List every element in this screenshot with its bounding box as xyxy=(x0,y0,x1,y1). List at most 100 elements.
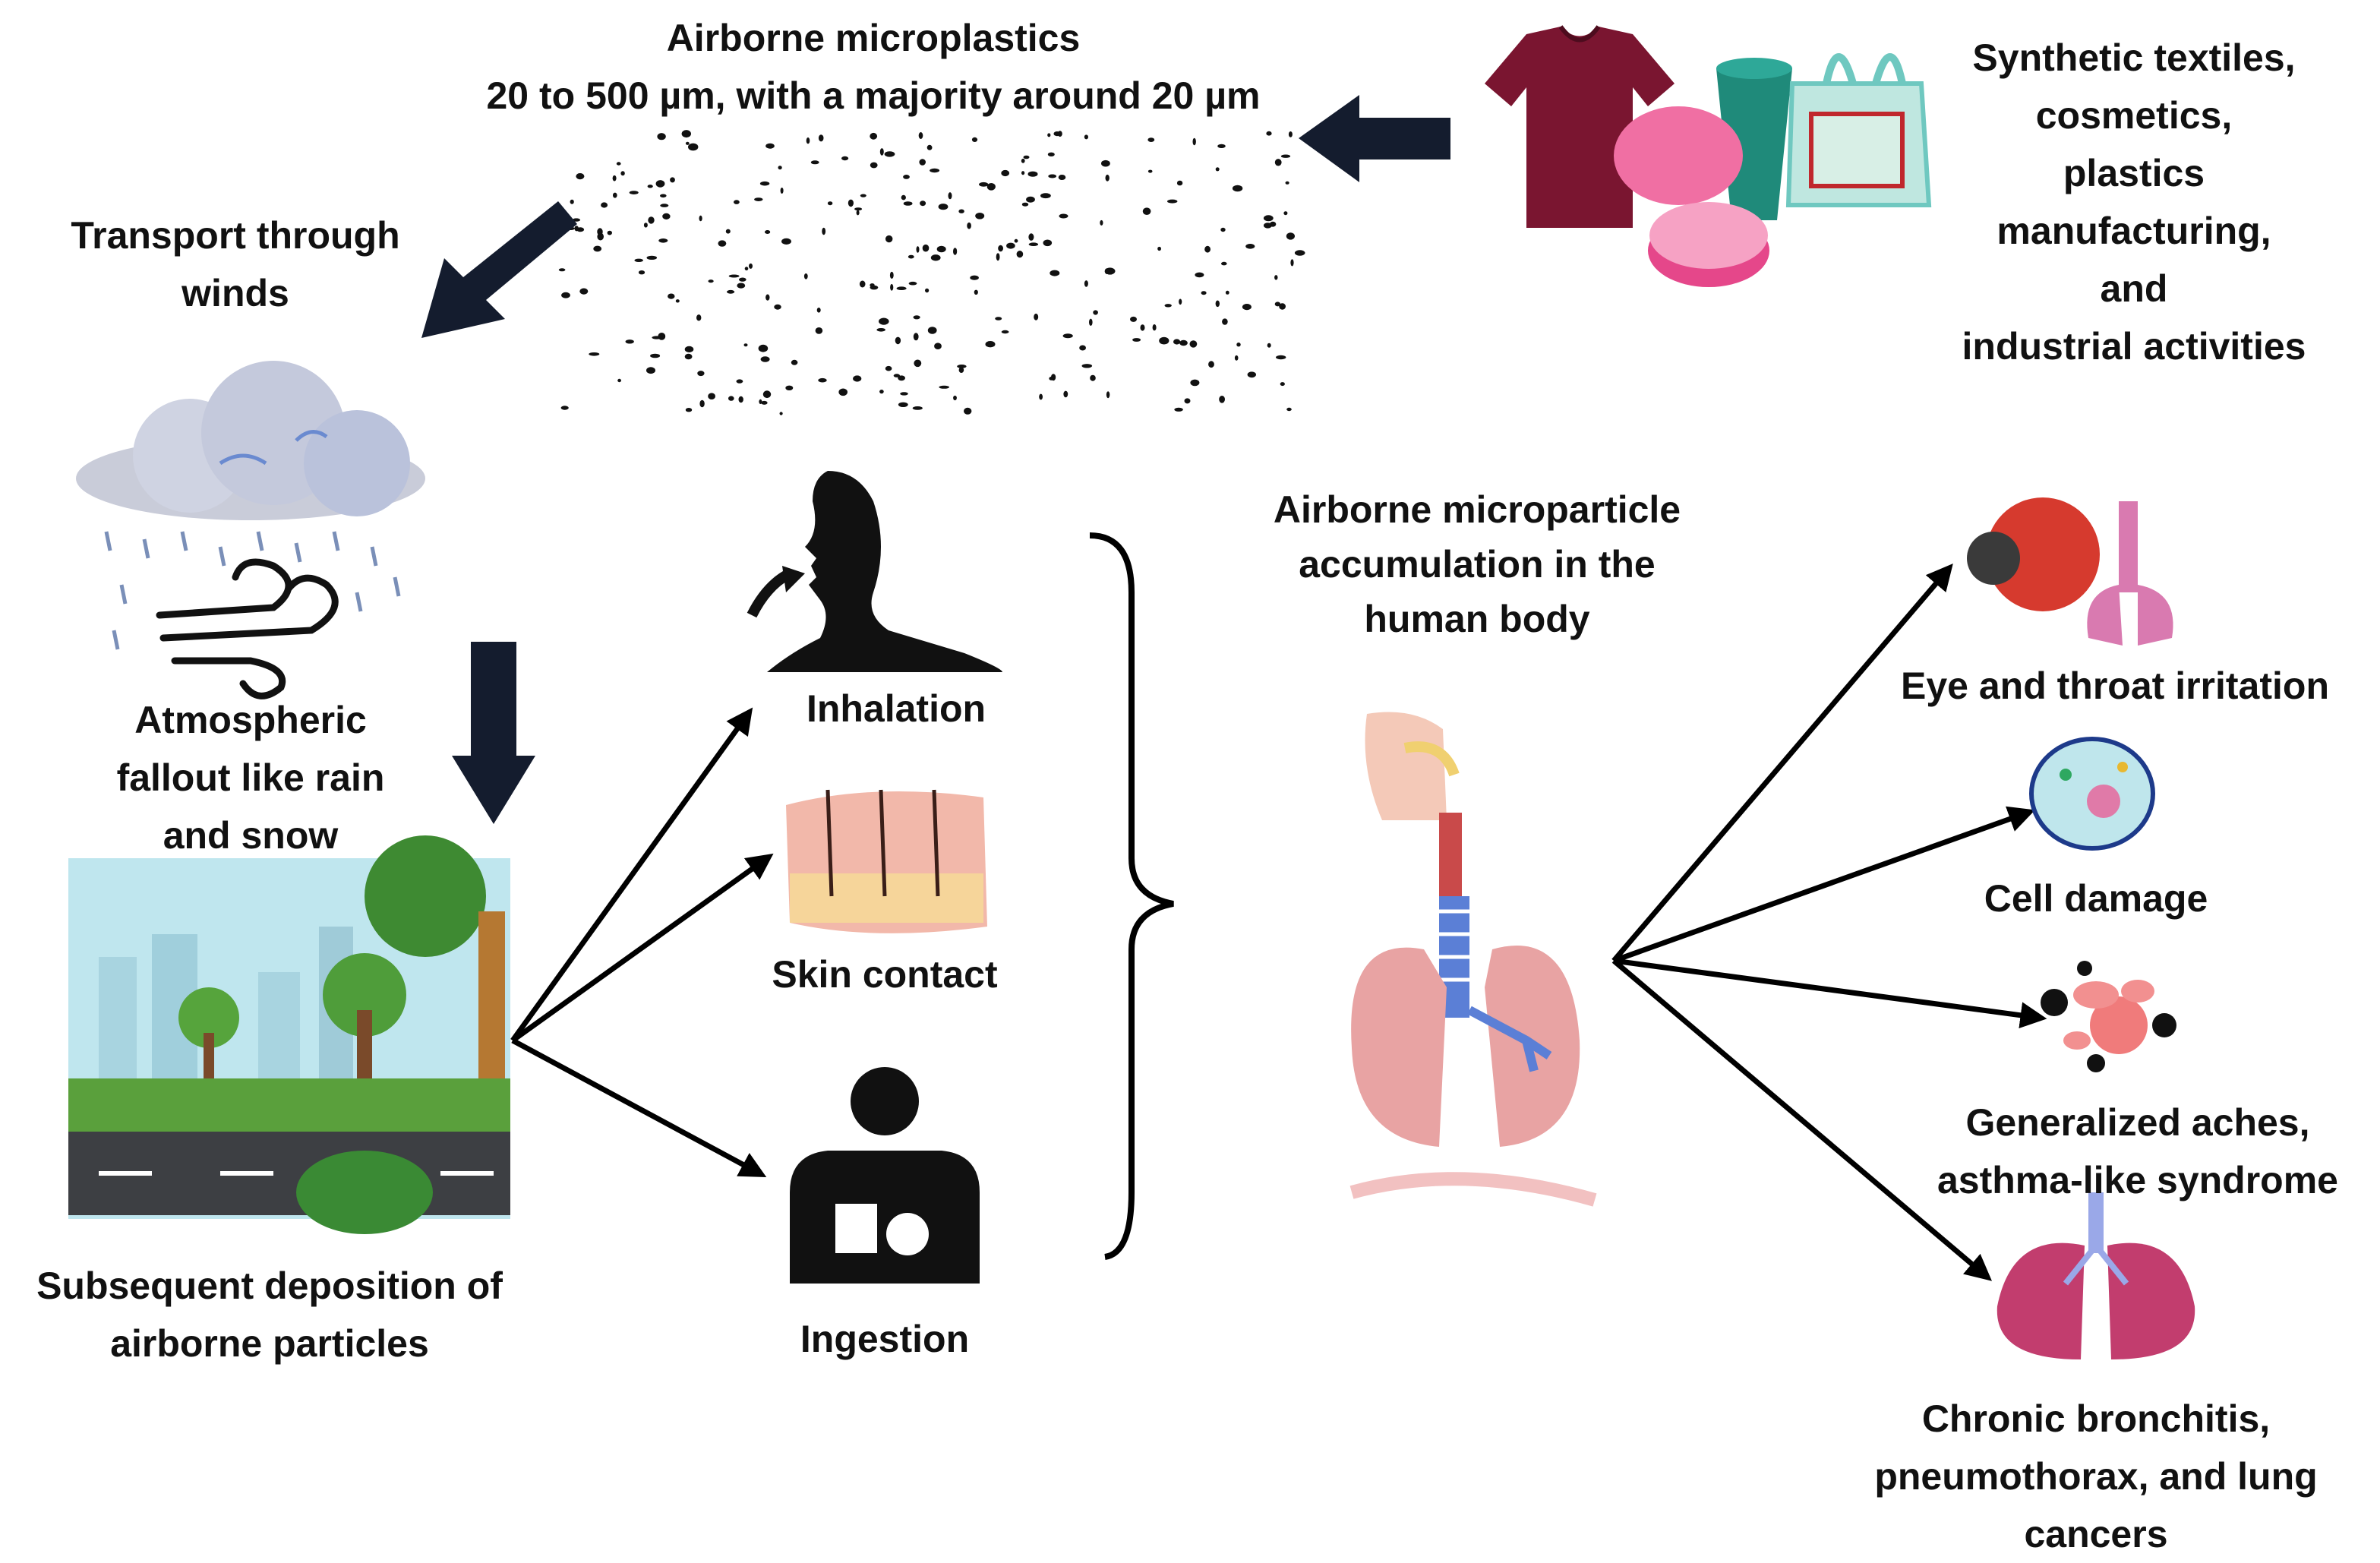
particle-dot xyxy=(749,263,753,269)
particle-dot xyxy=(1267,343,1271,348)
particle-dot xyxy=(685,141,690,145)
particle-dot xyxy=(648,216,655,224)
particle-dot xyxy=(925,288,930,293)
particle-dot xyxy=(854,207,863,211)
particle-dot xyxy=(660,194,667,198)
particle-dot xyxy=(1157,246,1161,251)
particle-dot xyxy=(1006,242,1015,249)
particle-dot xyxy=(1192,137,1196,146)
particle-dot xyxy=(953,248,958,255)
particle-dot xyxy=(1245,244,1255,249)
particle-dot xyxy=(697,371,705,377)
cosmetic-compact-icon xyxy=(1614,106,1769,287)
particle-dot xyxy=(1285,181,1289,185)
particle-dot xyxy=(734,200,740,204)
particle-dot xyxy=(1176,180,1183,186)
particle-dot xyxy=(916,246,920,253)
aches-line-1: Generalized aches, xyxy=(1965,1101,2310,1144)
cell-damage-label: Cell damage xyxy=(1899,870,2293,927)
particle-dot xyxy=(657,133,666,141)
transport-line-2: winds xyxy=(181,272,289,314)
particle-dot xyxy=(908,281,917,286)
particle-dot xyxy=(958,367,964,374)
particle-dot xyxy=(1195,272,1204,278)
particle-dot xyxy=(1063,390,1068,398)
particle-dot xyxy=(760,356,770,362)
particle-dot xyxy=(1222,318,1228,325)
particle-dot xyxy=(1215,300,1220,308)
particle-dot xyxy=(660,204,669,207)
particle-dot xyxy=(761,400,768,405)
cup-icon xyxy=(1716,58,1792,220)
fallout-down-arrow xyxy=(452,642,535,824)
particle-dot xyxy=(964,407,972,415)
particle-dot xyxy=(810,160,819,165)
particle-dot xyxy=(1294,250,1305,256)
particle-dot xyxy=(1201,291,1207,295)
particle-dot xyxy=(1276,355,1286,360)
particle-dot xyxy=(658,333,666,340)
particle-dot xyxy=(1048,174,1057,178)
particle-dot xyxy=(815,327,823,334)
particle-dot xyxy=(1062,333,1073,339)
particle-dot xyxy=(1274,302,1281,307)
particle-dot xyxy=(647,185,653,188)
particle-dot xyxy=(898,375,905,381)
particle-dot xyxy=(738,396,743,403)
skin-contact-label: Skin contact xyxy=(733,946,1037,1003)
particle-dot xyxy=(579,288,589,295)
particle-dot xyxy=(970,275,979,280)
cell-icon xyxy=(2029,737,2155,851)
particle-dot xyxy=(1263,223,1272,229)
ingestion-text: Ingestion xyxy=(800,1318,970,1360)
particle-dot xyxy=(803,273,808,279)
sources-line-6: industrial activities xyxy=(1962,325,2306,368)
particle-dot xyxy=(699,399,705,408)
particle-dot xyxy=(979,182,989,187)
particle-dot xyxy=(1290,259,1294,267)
particle-dot xyxy=(1039,393,1043,400)
particle-dot xyxy=(974,289,978,295)
particle-dot xyxy=(613,192,617,198)
particle-dot xyxy=(1079,345,1086,351)
particle-dot xyxy=(1286,232,1295,240)
particle-dot xyxy=(995,317,1002,320)
particle-dot xyxy=(938,204,949,210)
transport-line-1: Transport through xyxy=(71,214,400,257)
particle-dot xyxy=(870,283,875,287)
particle-dot xyxy=(816,308,821,313)
accumulation-line-3: human body xyxy=(1364,598,1590,640)
particle-dot xyxy=(1159,336,1169,345)
particle-dot xyxy=(1023,155,1030,159)
sources-line-2: cosmetics, xyxy=(2035,94,2233,137)
diseased-lungs-icon xyxy=(1996,1192,2195,1359)
particle-dot xyxy=(1217,144,1226,148)
particle-dot xyxy=(1189,340,1198,348)
eating-person-icon xyxy=(790,1067,980,1284)
sources-line-4: manufacturing, xyxy=(1996,210,2271,252)
particle-dot xyxy=(1288,131,1293,137)
particle-dot xyxy=(765,230,771,234)
particle-dot xyxy=(1021,202,1029,207)
chronic-line-3: cancers xyxy=(2024,1513,2168,1555)
particle-dot xyxy=(927,327,937,334)
bag-icon xyxy=(1785,53,1932,207)
particle-dot xyxy=(975,213,985,219)
particle-dot xyxy=(1274,275,1278,280)
particle-dot xyxy=(785,385,794,390)
particle-dot xyxy=(958,209,964,213)
particle-dot xyxy=(774,304,781,310)
left-arrow-from-sources xyxy=(1299,95,1450,182)
particle-dot xyxy=(901,194,906,201)
particle-dot xyxy=(780,188,784,194)
particle-dot xyxy=(818,377,827,383)
title-line-2: 20 to 500 µm, with a majority around 20 … xyxy=(486,74,1261,117)
inhalation-text: Inhalation xyxy=(806,687,986,730)
particle-dot xyxy=(1204,245,1211,253)
particle-dot xyxy=(920,201,926,207)
accumulation-line-2: accumulation in the xyxy=(1299,543,1656,586)
particle-dot xyxy=(934,343,942,350)
particle-dot xyxy=(560,406,569,410)
particle-dot xyxy=(848,199,854,207)
particle-dot xyxy=(1034,313,1039,320)
